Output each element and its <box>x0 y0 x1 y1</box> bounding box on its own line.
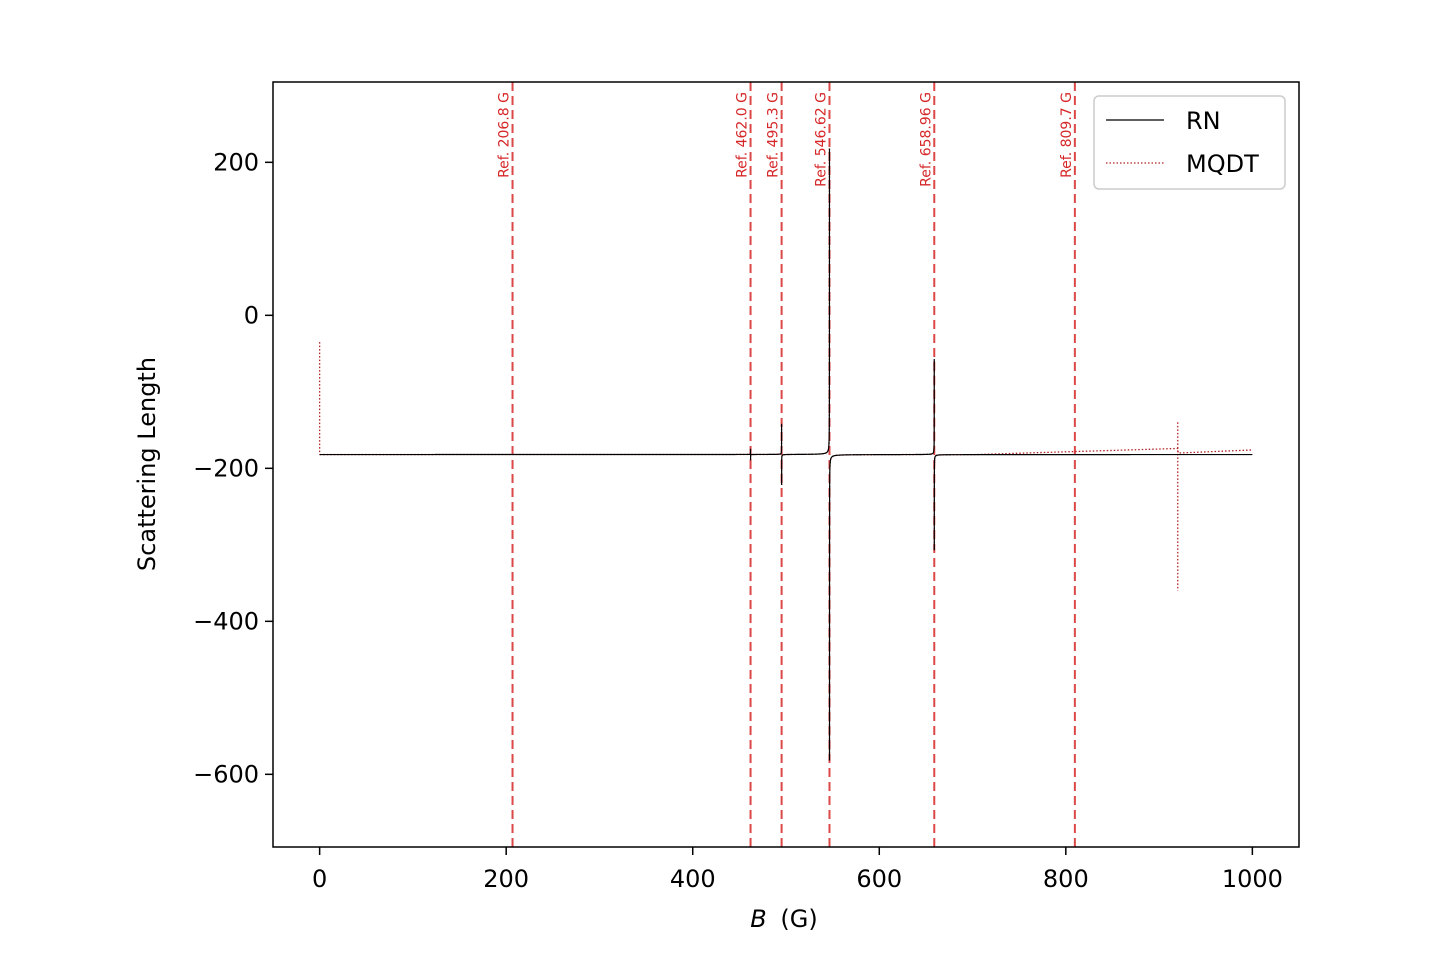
x-axis-label-symbol: B <box>750 905 766 933</box>
y-tick-label: 0 <box>244 301 259 329</box>
y-tick-label: −200 <box>193 454 259 482</box>
x-axis-ticks: 0 200 400 600 800 1000 <box>312 847 1283 893</box>
reference-label: Ref. 658.96 G <box>918 92 934 187</box>
legend-mqdt-label: MQDT <box>1186 150 1259 178</box>
y-axis-ticks: 200 0 −200 −400 −600 <box>193 148 273 788</box>
reference-label: Ref. 809.7 G <box>1059 92 1075 178</box>
reference-label: Ref. 206.8 G <box>497 92 513 178</box>
x-axis-label-unit: (G) <box>780 905 817 933</box>
series-layer <box>318 148 1253 761</box>
x-tick-label: 200 <box>483 865 529 893</box>
reference-labels: Ref. 206.8 G Ref. 462.0 G Ref. 495.3 G Ref.… <box>497 92 1075 187</box>
y-axis-label: Scattering Length <box>133 357 161 571</box>
x-tick-label: 1000 <box>1222 865 1283 893</box>
reference-label: Ref. 495.3 G <box>766 92 782 178</box>
legend-box <box>1093 95 1286 190</box>
reference-label: Ref. 462.0 G <box>735 92 751 178</box>
legend-rn-label: RN <box>1186 107 1221 135</box>
reference-label: Ref. 546.62 G <box>813 92 829 187</box>
x-axis-label: B (G) <box>750 905 817 933</box>
legend: RN MQDT <box>1093 95 1286 190</box>
y-tick-label: −400 <box>193 607 259 635</box>
x-tick-label: 400 <box>670 865 716 893</box>
plot-frame <box>272 81 1300 848</box>
y-tick-label: 200 <box>213 148 259 176</box>
x-tick-label: 600 <box>856 865 902 893</box>
y-tick-label: −600 <box>193 760 259 788</box>
series-rn-line <box>319 148 1253 761</box>
x-tick-label: 800 <box>1043 865 1089 893</box>
x-tick-label: 0 <box>312 865 327 893</box>
